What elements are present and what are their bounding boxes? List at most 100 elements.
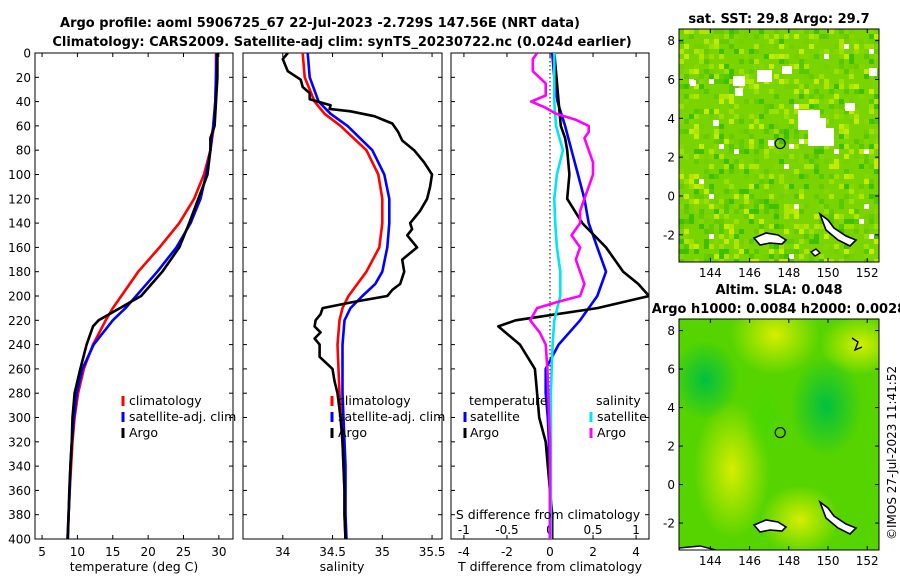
sst-cell xyxy=(724,69,729,74)
sst-cell xyxy=(874,74,879,79)
sst-cell xyxy=(729,69,734,74)
sst-cell xyxy=(809,84,814,89)
sst-cell xyxy=(719,224,724,229)
sst-cell xyxy=(839,124,844,129)
sst-cell xyxy=(824,204,829,209)
sst-cell xyxy=(769,124,774,129)
sst-cell xyxy=(779,259,784,262)
sst-cell xyxy=(849,234,854,239)
sst-cell xyxy=(834,114,839,119)
sst-cell xyxy=(724,74,729,79)
sst-cell xyxy=(844,54,849,59)
sst-cell xyxy=(804,64,809,69)
sst-cell xyxy=(694,204,699,209)
sst-cell xyxy=(849,64,854,69)
sst-cell xyxy=(814,164,819,169)
sst-cell xyxy=(794,249,799,254)
sst-cell xyxy=(839,29,844,34)
sst-cell xyxy=(859,224,864,229)
sst-cell xyxy=(874,39,879,44)
sst-cell xyxy=(729,89,734,94)
differences-lines xyxy=(496,53,649,539)
sst-cell xyxy=(734,244,739,249)
sst-cell xyxy=(819,109,824,114)
x-tick-label: 0 xyxy=(546,545,554,559)
sst-cell xyxy=(804,154,809,159)
sst-cell xyxy=(749,214,754,219)
sst-cell xyxy=(759,204,764,209)
sst-cell xyxy=(754,159,759,164)
sst-cell xyxy=(814,239,819,244)
sst-cell xyxy=(689,49,694,54)
sst-cell xyxy=(689,34,694,39)
sst-missing-data xyxy=(820,128,834,146)
sst-cell xyxy=(734,84,739,89)
sst-cell xyxy=(754,204,759,209)
sst-cell xyxy=(849,34,854,39)
sst-cell xyxy=(799,29,804,34)
sst-cell xyxy=(699,49,704,54)
s-tick-label: -0.5 xyxy=(495,523,518,537)
sst-cell xyxy=(699,224,704,229)
sst-cell xyxy=(724,159,729,164)
land-new-guinea xyxy=(679,545,717,550)
sst-cell xyxy=(724,94,729,99)
sst-cell xyxy=(704,229,709,234)
sst-cell xyxy=(784,239,789,244)
sst-cell xyxy=(754,119,759,124)
sst-cell xyxy=(844,159,849,164)
sst-cell xyxy=(839,229,844,234)
sst-cell xyxy=(769,39,774,44)
sst-cell xyxy=(734,119,739,124)
sst-cell xyxy=(779,104,784,109)
sst-cell xyxy=(824,159,829,164)
sst-cell xyxy=(814,144,819,149)
x-tick-label: 35 xyxy=(375,545,390,559)
sst-cell xyxy=(824,214,829,219)
sst-cell xyxy=(734,104,739,109)
sst-cell xyxy=(724,224,729,229)
sst-cell xyxy=(719,79,724,84)
sst-cell xyxy=(854,89,859,94)
sst-cell xyxy=(814,159,819,164)
sst-cell xyxy=(769,224,774,229)
sst-cell xyxy=(729,99,734,104)
sst-cell xyxy=(774,164,779,169)
sst-cell xyxy=(689,199,694,204)
sst-cell xyxy=(799,59,804,64)
legend-label-climatology: climatology xyxy=(338,393,411,408)
sst-cell xyxy=(794,244,799,249)
sst-cell xyxy=(814,79,819,84)
x-tick-label: 35.5 xyxy=(419,545,446,559)
sst-cell xyxy=(714,44,719,49)
sst-cell xyxy=(784,254,789,259)
sst-cell xyxy=(719,124,724,129)
sst-cell xyxy=(789,239,794,244)
sst-cell xyxy=(709,79,714,84)
sst-cell xyxy=(679,144,684,149)
sst-cell xyxy=(854,154,859,159)
sst-cell xyxy=(824,234,829,239)
salinity-x-label: salinity xyxy=(320,559,365,574)
sst-cell xyxy=(844,29,849,34)
sst-cell xyxy=(814,99,819,104)
sst-cell xyxy=(859,149,864,154)
sst-cell xyxy=(859,164,864,169)
sst-cell xyxy=(814,149,819,154)
sst-cell xyxy=(739,144,744,149)
sst-cell xyxy=(814,89,819,94)
sst-cell xyxy=(814,34,819,39)
sst-cell xyxy=(869,104,874,109)
sst-cell xyxy=(799,224,804,229)
map-y-tick-label: 8 xyxy=(667,324,675,338)
sst-cell xyxy=(859,39,864,44)
sst-cell xyxy=(814,104,819,109)
sst-cell xyxy=(749,144,754,149)
map-y-tick-label: 0 xyxy=(667,189,675,203)
sst-cell xyxy=(874,104,879,109)
sst-cell xyxy=(769,249,774,254)
sst-cell xyxy=(684,74,689,79)
salinity-lines xyxy=(281,53,434,539)
sst-cell xyxy=(874,34,879,39)
sst-cell xyxy=(739,114,744,119)
